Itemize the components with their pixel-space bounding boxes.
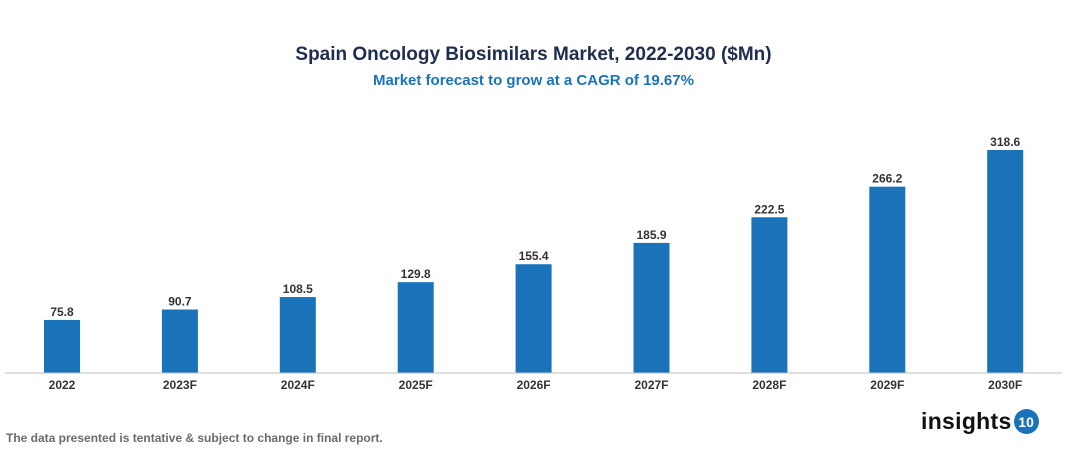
data-label: 129.8 [401, 267, 431, 281]
chart-subtitle: Market forecast to grow at a CAGR of 19.… [373, 72, 694, 89]
x-tick-label: 2022 [49, 378, 76, 392]
insights10-logo: insights 10 [921, 408, 1039, 435]
x-tick-label: 2026F [517, 378, 551, 392]
data-label: 318.6 [990, 135, 1020, 149]
x-tick-label: 2023F [163, 378, 197, 392]
data-label: 185.9 [636, 228, 666, 242]
bar [161, 309, 198, 373]
bar [44, 319, 80, 373]
bar [987, 150, 1024, 373]
data-label: 266.2 [872, 172, 902, 186]
bar [869, 186, 906, 373]
chart-title: Spain Oncology Biosimilars Market, 2022-… [295, 44, 772, 65]
bar [397, 282, 434, 373]
bar [633, 242, 670, 373]
x-tick-label: 2029F [870, 378, 904, 392]
x-tick-label: 2028F [752, 378, 786, 392]
x-tick-label: 2030F [988, 378, 1022, 392]
data-label: 75.8 [50, 305, 74, 319]
x-tick-label: 2027F [634, 378, 668, 392]
data-label: 222.5 [754, 202, 784, 216]
disclaimer-note: The data presented is tentative & subjec… [6, 431, 383, 445]
data-label: 108.5 [283, 282, 313, 296]
logo-badge: 10 [1013, 409, 1039, 434]
bar [279, 297, 316, 373]
x-tick-label: 2025F [399, 378, 433, 392]
data-label: 90.7 [168, 295, 192, 309]
data-label: 155.4 [519, 249, 549, 263]
x-tick-label: 2024F [281, 378, 315, 392]
logo-text: insights [921, 408, 1012, 434]
bar [751, 217, 788, 373]
bar [515, 264, 552, 373]
